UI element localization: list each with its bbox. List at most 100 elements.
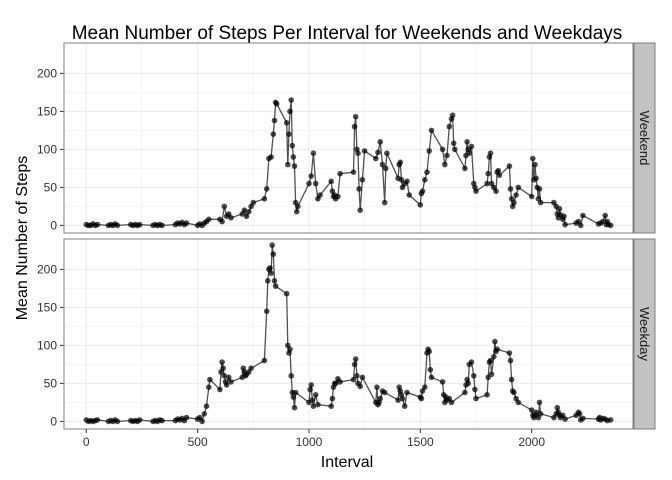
data-point	[537, 411, 544, 417]
data-point	[114, 222, 121, 229]
data-point	[465, 380, 472, 387]
data-point	[496, 172, 503, 178]
data-point	[359, 374, 366, 381]
panel-background	[64, 43, 633, 233]
data-point	[462, 165, 468, 172]
x-tick-label: 1000	[296, 435, 323, 449]
data-point	[506, 163, 513, 169]
data-point	[312, 392, 319, 398]
data-point	[442, 161, 448, 168]
data-point	[223, 382, 230, 388]
data-point	[207, 376, 213, 383]
chart-title: Mean Number of Steps Per Interval for We…	[72, 23, 623, 44]
data-point	[428, 127, 435, 134]
data-point	[310, 403, 317, 410]
data-point	[306, 180, 312, 187]
data-point	[492, 338, 498, 345]
data-point	[406, 192, 413, 198]
data-point	[472, 386, 478, 393]
data-point	[377, 139, 384, 145]
data-point	[263, 186, 270, 192]
data-point	[307, 386, 313, 393]
data-point	[272, 283, 279, 289]
y-tick-label: 200	[37, 66, 57, 80]
data-point	[515, 184, 522, 191]
data-point	[226, 374, 232, 381]
data-point	[312, 180, 319, 187]
data-point	[94, 221, 101, 228]
y-tick-label: 0	[50, 218, 57, 232]
data-point	[537, 199, 544, 206]
data-point	[310, 150, 317, 156]
data-point	[352, 113, 359, 120]
data-point	[580, 415, 586, 422]
data-point	[219, 218, 225, 225]
data-point	[468, 359, 475, 365]
facet-strip-label: Weekday	[637, 307, 652, 361]
data-point	[267, 265, 273, 271]
data-point	[493, 188, 499, 194]
data-point	[576, 411, 583, 417]
y-tick-label: 0	[50, 414, 57, 428]
data-point	[422, 177, 428, 183]
data-point	[487, 150, 494, 156]
data-point	[288, 373, 295, 379]
data-point	[373, 155, 379, 162]
data-point	[261, 357, 268, 364]
data-point	[292, 389, 299, 396]
data-point	[269, 242, 276, 248]
data-point	[401, 403, 408, 410]
data-point	[536, 186, 543, 192]
data-point	[295, 203, 301, 210]
data-point	[283, 120, 290, 126]
facet-strip-label: Weekend	[637, 111, 652, 166]
y-tick-label: 50	[44, 180, 58, 194]
data-point	[397, 159, 404, 166]
facet-panel-weekend: 0 50 100 150 200 Weekend	[37, 42, 656, 234]
data-point	[289, 142, 296, 149]
data-point	[332, 380, 339, 387]
data-point	[580, 212, 586, 219]
data-point	[484, 180, 490, 187]
data-point	[379, 161, 386, 168]
data-point	[466, 150, 473, 156]
x-axis-title: Interval	[321, 454, 373, 471]
data-point	[375, 149, 381, 156]
data-point	[114, 418, 121, 425]
data-point	[491, 354, 497, 360]
data-point	[351, 361, 358, 368]
data-point	[473, 395, 479, 402]
y-axis-title: Mean Number of Steps	[14, 156, 31, 321]
data-point	[422, 384, 428, 391]
data-point	[506, 350, 513, 356]
data-point	[350, 169, 357, 175]
data-point	[220, 365, 226, 372]
data-point	[395, 397, 401, 403]
data-point	[428, 374, 435, 381]
panel-background	[64, 239, 633, 429]
data-point	[248, 365, 254, 372]
data-point	[528, 193, 535, 200]
data-point	[217, 386, 223, 393]
data-point	[328, 403, 335, 410]
data-point	[462, 389, 468, 396]
y-tick-label: 50	[44, 376, 58, 390]
data-point	[270, 251, 277, 257]
data-point	[265, 278, 271, 284]
data-point	[426, 348, 433, 355]
x-tick-label: 1500	[407, 435, 434, 449]
data-point	[206, 216, 212, 223]
data-point	[357, 383, 364, 390]
data-point	[228, 379, 234, 385]
data-point	[290, 154, 297, 160]
data-point	[183, 220, 190, 226]
data-point	[508, 376, 515, 383]
data-point	[398, 177, 405, 183]
data-point	[352, 356, 359, 362]
data-point	[556, 205, 563, 212]
data-point	[536, 399, 543, 406]
data-point	[468, 143, 475, 150]
data-point	[250, 199, 257, 206]
data-point	[201, 411, 208, 417]
